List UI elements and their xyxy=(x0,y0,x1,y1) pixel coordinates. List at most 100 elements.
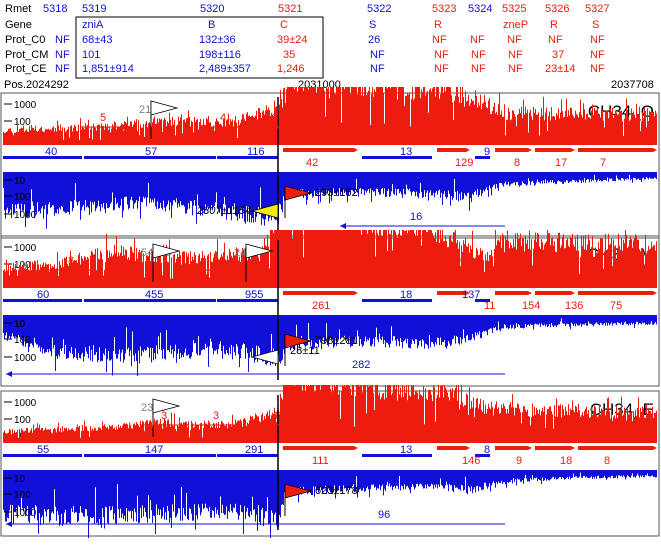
antisense-label: 623±178 xyxy=(315,485,358,497)
gene-arrow xyxy=(437,148,470,152)
gene-count-label: 57 xyxy=(145,146,157,158)
header-row-label: Prot_CE xyxy=(5,63,47,75)
header-cell: S xyxy=(369,19,376,31)
panel-ch34-m: CH34_M1000100106045595526118111371541367… xyxy=(0,230,660,387)
gene-count-label: 9 xyxy=(516,455,522,467)
y-tick-label: 1000 xyxy=(14,398,37,409)
gene-arrow xyxy=(217,299,278,302)
antisense-label: 28±11 xyxy=(290,345,320,357)
transcript-arrow-head xyxy=(122,124,128,130)
header-cell: NF xyxy=(370,63,385,75)
header-cell: NF xyxy=(508,49,523,61)
antisense-label: 16 xyxy=(410,211,422,223)
coverage-bars xyxy=(3,172,657,229)
gene-arrow xyxy=(283,148,358,152)
gene-count-label: 9 xyxy=(484,146,490,158)
gene-arrow xyxy=(362,454,432,457)
position-end: 2037708 xyxy=(611,79,654,91)
antisense-flag xyxy=(284,333,313,349)
gene-arrow xyxy=(475,454,490,457)
position-start: Pos.2024292 xyxy=(4,79,69,91)
header-cell: 5322 xyxy=(367,3,391,15)
transcript-label: 29 xyxy=(272,112,284,124)
gene-count-label: 60 xyxy=(37,289,49,301)
gene-count-label: 42 xyxy=(306,157,318,169)
gene-count-label: 40 xyxy=(45,146,57,158)
header-cell: NF xyxy=(507,34,522,46)
gene-count-label: 116 xyxy=(247,146,265,158)
gene-arrow xyxy=(495,446,532,450)
header-cell: NF xyxy=(548,34,563,46)
header-cell: NF xyxy=(434,63,449,75)
gene-arrow xyxy=(362,299,432,302)
header-cell: R xyxy=(434,19,442,31)
gene-arrow xyxy=(217,454,278,457)
panel-ch34-e: CH34_E1000100105514729111113146891881010… xyxy=(0,385,660,538)
header-cell: NF xyxy=(471,49,486,61)
coverage-panels: CH34_O1000100104057116421312998177101001… xyxy=(0,87,660,538)
gene-count-label: 18 xyxy=(400,289,412,301)
header-cell: R xyxy=(550,19,558,31)
coverage-bars xyxy=(3,469,657,538)
header-cell: 5318 xyxy=(43,3,67,15)
transcript-label: 91 xyxy=(455,255,467,267)
gene-count-label: 955 xyxy=(245,289,263,301)
transcript-label: 5 xyxy=(100,112,106,124)
tss-flag xyxy=(150,100,179,116)
header-cell: NF xyxy=(434,49,449,61)
gene-count-label: 13 xyxy=(400,146,412,158)
gene-arrow xyxy=(3,156,82,159)
antisense-arrow-head xyxy=(6,521,12,527)
header-cell: NF xyxy=(55,34,70,46)
y-tick-label: 1000 xyxy=(14,100,37,111)
header-cell: 5319 xyxy=(82,3,106,15)
gene-arrow xyxy=(578,291,657,295)
header-cell: NF xyxy=(432,34,447,46)
gene-arrow xyxy=(535,148,575,152)
header-cell: B xyxy=(208,19,215,31)
header-cell: 5320 xyxy=(200,3,224,15)
gene-count-label: 11 xyxy=(484,300,495,312)
gene-count-label: 111 xyxy=(312,455,329,467)
gene-arrow xyxy=(437,446,470,450)
header-row-label: Rmet xyxy=(5,3,31,15)
gene-arrow xyxy=(3,299,82,302)
gene-count-label: 455 xyxy=(145,289,163,301)
header-table: Rmet 5318 5319 5320 5321 5322 5323 5324 5325 5326… xyxy=(4,3,654,91)
transcript-arrow-head xyxy=(462,422,468,428)
antisense-flag xyxy=(284,185,313,201)
header-cell: NF xyxy=(470,34,485,46)
tss-flag xyxy=(152,398,181,414)
header-cell: NF xyxy=(508,63,523,75)
gene-count-label: 261 xyxy=(312,300,330,312)
gene-count-label: 146 xyxy=(462,455,480,467)
gene-count-label: 129 xyxy=(455,157,473,169)
gene-arrow xyxy=(362,156,432,159)
header-cell: 5325 xyxy=(502,3,526,15)
header-row-label: Prot_C0 xyxy=(5,34,45,46)
yellow-flag xyxy=(250,203,279,219)
header-row-label: Gene xyxy=(5,19,32,31)
gene-arrow xyxy=(495,291,532,295)
header-cell: 1,246 xyxy=(277,63,305,75)
y-tick-label: 1000 xyxy=(14,243,37,254)
header-cell: 5326 xyxy=(545,3,569,15)
y-tick-label: 1000 xyxy=(14,508,37,519)
transcript-arrow-head xyxy=(242,124,248,130)
header-cell: 5321 xyxy=(278,3,302,15)
header-cell: 132±36 xyxy=(199,34,236,46)
y-tick-label: 10 xyxy=(14,319,26,330)
y-tick-label: 100 xyxy=(14,490,31,501)
header-cell: NF xyxy=(370,49,385,61)
gene-arrow xyxy=(84,299,216,302)
gene-arrow xyxy=(283,446,358,450)
gene-arrow xyxy=(217,156,278,159)
transcript-label: 43 xyxy=(422,112,434,124)
header-cell: NF xyxy=(55,63,70,75)
gene-count-label: 136 xyxy=(565,300,583,312)
gene-arrow xyxy=(84,156,216,159)
antisense-label: 798±281 xyxy=(315,335,358,347)
transcript-arrow-head xyxy=(235,422,241,428)
gene-count-label: 291 xyxy=(245,444,263,456)
y-tick-label: 1000 xyxy=(14,353,37,364)
